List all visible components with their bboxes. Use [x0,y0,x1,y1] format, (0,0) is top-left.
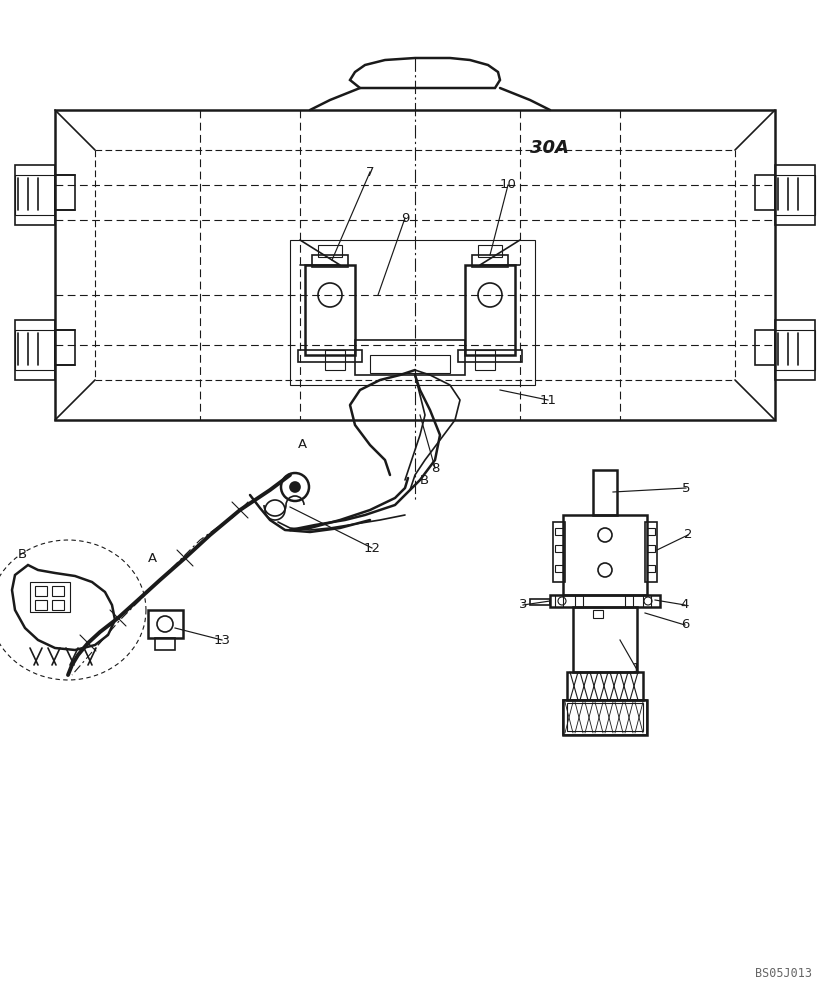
Bar [563,515,647,595]
Bar [155,638,175,650]
Text: A: A [148,552,157,564]
Bar [775,330,815,370]
Bar [555,565,563,572]
Bar [573,607,637,672]
Text: 2: 2 [684,528,692,542]
Text: 13: 13 [214,634,230,647]
Bar [593,610,603,618]
Bar [370,355,450,373]
Bar [775,165,815,225]
Bar [643,595,651,607]
Text: 9: 9 [401,212,409,225]
Bar [318,245,342,257]
Bar [15,320,55,380]
Bar [555,528,563,535]
Bar [575,595,583,607]
Bar [355,340,465,375]
Bar [55,330,75,365]
Bar [567,703,643,731]
Text: B: B [420,474,429,487]
Bar [35,586,47,596]
Text: 1: 1 [631,662,641,674]
Bar [647,545,655,552]
Bar [290,240,535,385]
Bar [15,175,55,215]
Bar [472,255,508,267]
Bar [465,265,515,355]
Text: 8: 8 [431,462,439,475]
Bar [553,522,565,582]
Bar [563,700,647,735]
Text: 11: 11 [539,393,557,406]
Bar [458,350,522,362]
Bar [35,600,47,610]
Text: 6: 6 [681,618,689,632]
Circle shape [290,482,300,492]
Bar [625,595,633,607]
Text: 7: 7 [366,165,374,178]
Bar [478,245,502,257]
Bar [775,175,815,215]
Text: 12: 12 [364,542,380,554]
Bar [567,672,643,700]
Text: A: A [298,438,307,452]
Bar [52,600,64,610]
Text: 30A: 30A [530,139,569,157]
Bar [563,700,647,735]
Text: 5: 5 [681,482,691,494]
Bar [298,350,362,362]
Text: BS05J013: BS05J013 [755,967,812,980]
Bar [52,586,64,596]
Bar [30,582,70,612]
Bar [325,350,345,370]
Text: B: B [18,548,27,562]
Bar [15,330,55,370]
Bar [312,255,348,267]
Bar [55,110,775,420]
Text: 10: 10 [499,178,517,192]
Text: 3: 3 [518,598,527,611]
Bar [647,528,655,535]
Bar [15,165,55,225]
Bar [555,595,563,607]
Bar [530,599,550,605]
Bar [755,330,775,365]
Text: 4: 4 [681,598,689,611]
Bar [555,545,563,552]
Bar [755,175,775,210]
Bar [475,350,495,370]
Bar [645,522,657,582]
Bar [55,175,75,210]
Bar [647,565,655,572]
Bar [775,320,815,380]
Bar [305,265,355,355]
Bar [550,595,660,607]
Bar [148,610,183,638]
Bar [593,470,617,515]
